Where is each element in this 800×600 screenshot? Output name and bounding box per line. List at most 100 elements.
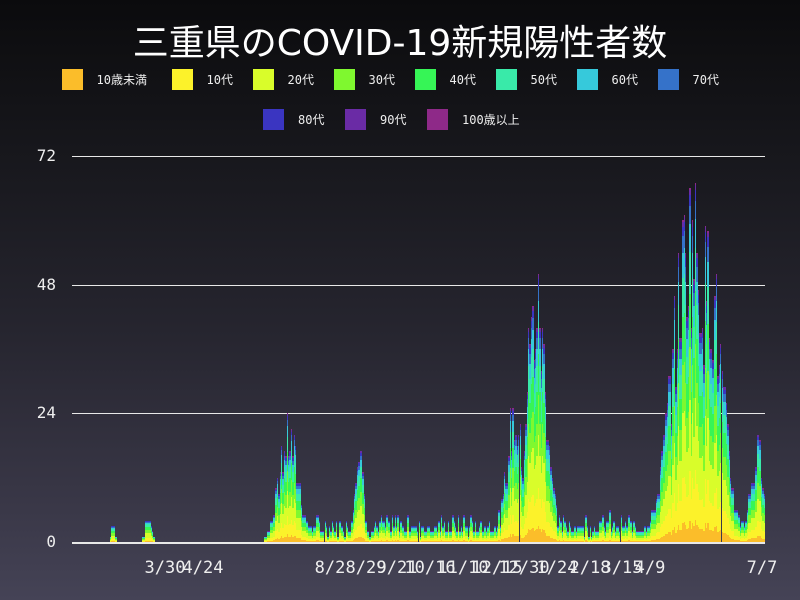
bar-segment bbox=[382, 521, 384, 523]
bar-segment bbox=[645, 541, 648, 542]
bar-segment bbox=[619, 537, 621, 540]
bar-segment bbox=[282, 493, 284, 504]
bar-segment bbox=[410, 532, 412, 534]
bar-segment bbox=[369, 539, 371, 540]
bar-segment bbox=[147, 530, 150, 534]
bar-segment bbox=[506, 509, 509, 519]
bar-segment bbox=[748, 508, 750, 516]
bar-segment bbox=[529, 502, 531, 531]
bar-segment bbox=[435, 528, 437, 531]
bar-segment bbox=[411, 538, 413, 542]
daily-bar bbox=[760, 477, 763, 542]
bar-segment bbox=[663, 499, 666, 521]
bar-segment bbox=[509, 488, 512, 516]
bar-segment bbox=[703, 373, 705, 383]
bar-segment bbox=[693, 436, 695, 490]
bar-segment bbox=[675, 387, 677, 390]
bar-segment bbox=[593, 538, 596, 542]
bar-segment bbox=[373, 526, 375, 528]
daily-bar bbox=[722, 386, 725, 542]
bar-segment bbox=[561, 532, 563, 534]
bar-segment bbox=[675, 532, 677, 542]
bar-segment bbox=[562, 515, 565, 517]
bar-segment bbox=[443, 537, 446, 541]
bar-segment bbox=[717, 376, 719, 380]
daily-bar bbox=[111, 526, 113, 542]
bar-segment bbox=[565, 530, 568, 534]
daily-bar bbox=[469, 526, 471, 542]
bar-segment bbox=[623, 541, 625, 542]
bar-segment bbox=[292, 471, 294, 482]
bar-segment bbox=[642, 532, 645, 534]
bar-segment bbox=[452, 520, 454, 524]
bar-segment bbox=[721, 373, 723, 380]
bar-segment bbox=[313, 541, 315, 542]
bar-segment bbox=[673, 369, 676, 407]
bar-segment bbox=[275, 531, 277, 539]
bar-segment bbox=[283, 478, 286, 492]
bar-segment bbox=[418, 530, 420, 534]
bar-segment bbox=[271, 521, 273, 522]
bar-segment bbox=[717, 450, 719, 476]
bar-segment bbox=[537, 354, 540, 395]
bar-segment bbox=[633, 537, 635, 541]
bar-segment bbox=[367, 536, 370, 538]
bar-segment bbox=[279, 528, 281, 538]
daily-bar bbox=[151, 531, 154, 542]
bar-segment bbox=[669, 379, 671, 385]
bar-segment bbox=[642, 537, 645, 540]
bar-segment bbox=[627, 515, 629, 517]
bar-segment bbox=[290, 535, 293, 542]
bar-segment bbox=[477, 537, 479, 540]
bar-segment bbox=[692, 365, 694, 414]
bar-segment bbox=[685, 254, 687, 259]
bar-segment bbox=[320, 533, 322, 535]
bar-segment bbox=[708, 342, 711, 349]
bar-segment bbox=[292, 524, 294, 537]
bar-segment bbox=[476, 531, 478, 533]
bar-segment bbox=[671, 424, 673, 427]
bar-segment bbox=[693, 526, 695, 542]
bar-segment bbox=[365, 524, 367, 528]
bar-segment bbox=[720, 379, 722, 404]
daily-bar bbox=[731, 488, 733, 542]
bar-segment bbox=[530, 316, 533, 319]
bar-segment bbox=[675, 386, 677, 388]
bar-segment bbox=[571, 533, 573, 535]
bar-segment bbox=[421, 533, 423, 536]
bar-segment bbox=[685, 339, 687, 383]
bar-segment bbox=[693, 305, 695, 327]
bar-segment bbox=[527, 338, 530, 350]
legend-label: 30代 bbox=[368, 73, 395, 87]
bar-segment bbox=[637, 532, 639, 534]
bar-segment bbox=[685, 484, 687, 525]
bar-segment bbox=[292, 536, 294, 542]
daily-bar bbox=[373, 526, 375, 542]
bar-segment bbox=[344, 539, 346, 541]
bar-segment bbox=[666, 416, 669, 428]
bar-segment bbox=[352, 524, 354, 530]
bar-segment bbox=[686, 418, 688, 452]
bar-segment bbox=[663, 466, 666, 484]
bar-segment bbox=[534, 352, 537, 359]
bar-segment bbox=[592, 536, 594, 538]
bar-segment bbox=[720, 353, 722, 364]
bar-segment bbox=[752, 538, 754, 542]
bar-segment bbox=[264, 537, 266, 539]
bar-segment bbox=[502, 508, 505, 516]
bar-segment bbox=[554, 539, 556, 542]
daily-bar bbox=[519, 424, 521, 542]
bar-segment bbox=[147, 521, 150, 522]
bar-segment bbox=[459, 537, 461, 540]
bar-segment bbox=[410, 539, 412, 542]
bar-segment bbox=[671, 430, 673, 436]
bar-segment bbox=[337, 540, 339, 542]
bar-segment bbox=[753, 500, 756, 510]
bar-segment bbox=[746, 524, 749, 530]
bar-segment bbox=[743, 526, 746, 528]
bar-segment bbox=[759, 521, 761, 536]
bar-segment bbox=[561, 539, 563, 542]
bar-segment bbox=[480, 522, 482, 525]
bar-segment bbox=[400, 521, 402, 522]
bar-segment bbox=[445, 531, 447, 533]
